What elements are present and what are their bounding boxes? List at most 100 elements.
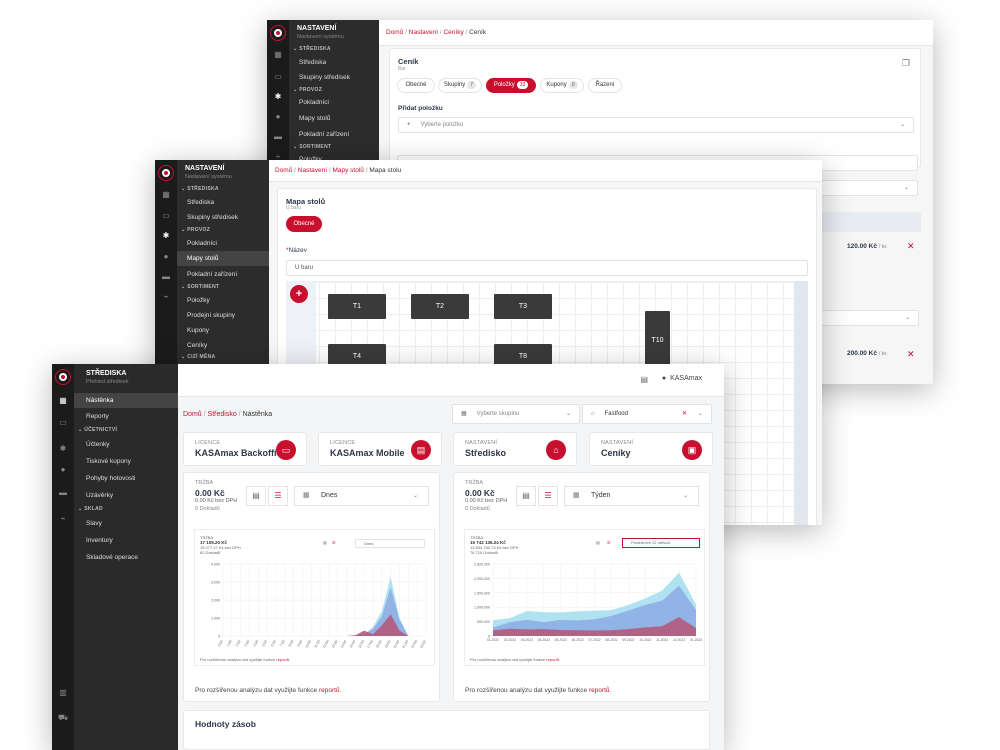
register-icon[interactable]: ▭ [59, 418, 67, 427]
add-table-button[interactable]: + [290, 285, 308, 303]
tab-obecne[interactable]: Obecné [286, 216, 322, 232]
cenik-card: Ceník Bar ❐ Obecné Skupiny 7 Položky 33 Ku… [389, 48, 921, 168]
card-subtitle: Bar [398, 66, 406, 72]
tab-polozky[interactable]: Položky 33 [486, 78, 536, 93]
group-select[interactable]: ▦ Vyberte skupinu ⌄ [452, 404, 580, 424]
breadcrumb-home[interactable]: Domů [275, 167, 293, 174]
period-select[interactable]: ▦ Dnes ⌄ [294, 486, 429, 506]
sidebar-item-reporty[interactable]: Reporty [86, 413, 109, 420]
name-input[interactable]: U baru [286, 260, 808, 276]
sidebar-item-pokladnici[interactable]: Pokladníci [299, 99, 329, 106]
sidebar-item-slavy[interactable]: Slavy [86, 520, 102, 527]
sidebar-item-ceniky[interactable]: Ceníky [187, 342, 208, 349]
plug-icon[interactable]: ⌁ [163, 292, 169, 301]
export-icon[interactable]: ▤ [246, 486, 266, 506]
clear-icon[interactable]: ✕ [681, 411, 687, 417]
sidebar-item-skupiny-stredisek[interactable]: Skupiny středisek [299, 74, 350, 81]
row-select-2[interactable]: ⌄ [819, 310, 919, 326]
sidebar-item-pokladnici[interactable]: Pokladníci [187, 240, 217, 247]
settings-card-stredisko[interactable]: NASTAVENÍ Středisko ⌂ [453, 432, 577, 466]
remove-icon[interactable]: ✕ [907, 241, 915, 251]
sidebar-item-prodejni-skupiny[interactable]: Prodejní skupiny [187, 312, 236, 319]
gear-icon[interactable]: ✱ [274, 92, 282, 101]
breadcrumb-ceniky[interactable]: Ceníky [443, 29, 464, 36]
table-t2[interactable]: T2 [411, 294, 469, 319]
receipt-icon[interactable]: ▤ [640, 375, 648, 384]
reports-link[interactable]: reportů. [318, 687, 342, 694]
plug-icon[interactable]: ⌁ [275, 152, 281, 161]
plug-icon[interactable]: ⌁ [60, 514, 66, 523]
sidebar-item-kupony[interactable]: Kupony [187, 327, 210, 334]
gear-icon[interactable]: ✱ [59, 444, 67, 453]
tab-obecne[interactable]: Obecné [397, 78, 435, 93]
mini-docs: 82 Dokladů [200, 550, 221, 555]
gear-icon[interactable]: ✱ [162, 231, 170, 240]
license-card-backoffice[interactable]: LICENCE KASAmax Backoffice ▭ [183, 432, 307, 466]
export-icon[interactable]: ▤ [516, 486, 536, 506]
breadcrumb-nastaveni[interactable]: Nastavení [408, 29, 439, 36]
breadcrumb-stredisko[interactable]: Středisko [207, 411, 237, 418]
user-icon[interactable]: ● [60, 465, 66, 474]
x-tick-label: 17:00 [366, 639, 374, 648]
sidebar-item-skupiny-stredisek[interactable]: Skupiny středisek [187, 214, 238, 221]
register-icon[interactable]: ▭ [162, 211, 170, 220]
copy-icon[interactable]: ❐ [901, 58, 910, 68]
register-icon[interactable]: ▭ [274, 72, 282, 81]
building-icon[interactable]: ▦ [274, 50, 282, 59]
user-menu[interactable]: ● KASAmax [661, 375, 702, 382]
chart-icon[interactable]: ▥ [59, 688, 67, 697]
tab-skupiny[interactable]: Skupiny 7 [438, 78, 482, 93]
card-title: Mapa stolů [286, 197, 326, 206]
mini-export-icon[interactable]: ▤ [596, 540, 600, 545]
sidebar-item-inventury[interactable]: Inventury [86, 537, 113, 544]
store-select[interactable]: ⌂ Fastfood ✕ ⌄ [582, 404, 712, 424]
sidebar-item-polozky[interactable]: Položky [187, 297, 210, 304]
sidebar-item-strediska[interactable]: Střediska [187, 199, 215, 206]
x-tick-label: 15:00 [349, 639, 357, 648]
monitor-icon[interactable]: ▬ [59, 488, 67, 497]
add-item-select[interactable]: + Vyberte položku ⌄ [398, 117, 914, 133]
breadcrumb-home[interactable]: Domů [386, 29, 404, 36]
sidebar-item-strediska[interactable]: Střediska [299, 59, 327, 66]
cart-icon[interactable]: ⛟ [57, 713, 69, 722]
tab-razeni[interactable]: Řazení [588, 78, 622, 93]
sidebar-item-pohyby-hotovosti[interactable]: Pohyby hotovosti [86, 475, 136, 482]
breadcrumb-mapy-stolu[interactable]: Mapy stolů [332, 167, 364, 174]
settings-card-ceniky[interactable]: NASTAVENÍ Ceníky ▣ [589, 432, 713, 466]
table-t1[interactable]: T1 [328, 294, 386, 319]
monitor-icon[interactable]: ▬ [274, 132, 282, 141]
period-select[interactable]: ▦ Týden ⌄ [564, 486, 699, 506]
sidebar-item-nastenka[interactable]: Nástěnka [74, 393, 178, 408]
sidebar-title: NASTAVENÍ [297, 25, 337, 32]
table-t10[interactable]: T10 [645, 311, 670, 371]
breadcrumb-nastaveni[interactable]: Nastavení [297, 167, 328, 174]
breadcrumb-home[interactable]: Domů [183, 411, 202, 418]
reports-link[interactable]: reportů. [588, 687, 612, 694]
mini-export-icon[interactable]: ▤ [323, 540, 327, 545]
mini-note: Pro rozšířenou analýzu dat využijte funk… [200, 657, 291, 662]
license-card-mobile[interactable]: LICENCE KASAmax Mobile ▤ [318, 432, 442, 466]
monitor-icon[interactable]: ▬ [162, 272, 170, 281]
tab-kupony[interactable]: Kupony 0 [540, 78, 584, 93]
mini-list-icon[interactable]: ☰ [607, 540, 611, 545]
building-icon[interactable]: ▦ [59, 396, 67, 405]
sidebar-item-mapy-stolu[interactable]: Mapy stolů [299, 115, 331, 122]
remove-icon[interactable]: ✕ [907, 349, 915, 359]
list-icon[interactable]: ☰ [538, 486, 558, 506]
list-icon[interactable]: ☰ [268, 486, 288, 506]
sidebar-item-tiskove-kupony[interactable]: Tiskové kupony [86, 458, 131, 465]
sidebar-item-pokladni-zarizeni[interactable]: Pokladní zařízení [299, 131, 350, 138]
table-t3[interactable]: T3 [494, 294, 552, 319]
sidebar-item-mapy-stolu[interactable]: Mapy stolů [177, 251, 269, 266]
sidebar-item-polozky[interactable]: Položky [289, 152, 379, 167]
building-icon[interactable]: ▦ [162, 190, 170, 199]
mini-period-select[interactable]: Dnes [355, 539, 425, 548]
sidebar-item-pokladni-zarizeni[interactable]: Pokladní zařízení [187, 271, 238, 278]
sidebar-item-skladove-operace[interactable]: Skladové operace [86, 554, 139, 561]
sidebar-item-uctenky[interactable]: Účtenky [86, 441, 110, 448]
user-icon[interactable]: ● [163, 252, 169, 261]
mini-period-select[interactable]: Posledních 12 měsíců [622, 538, 700, 548]
user-icon[interactable]: ● [275, 112, 281, 121]
mini-list-icon[interactable]: ☰ [332, 540, 336, 545]
sidebar-item-uzaverky[interactable]: Uzávěrky [86, 492, 114, 499]
